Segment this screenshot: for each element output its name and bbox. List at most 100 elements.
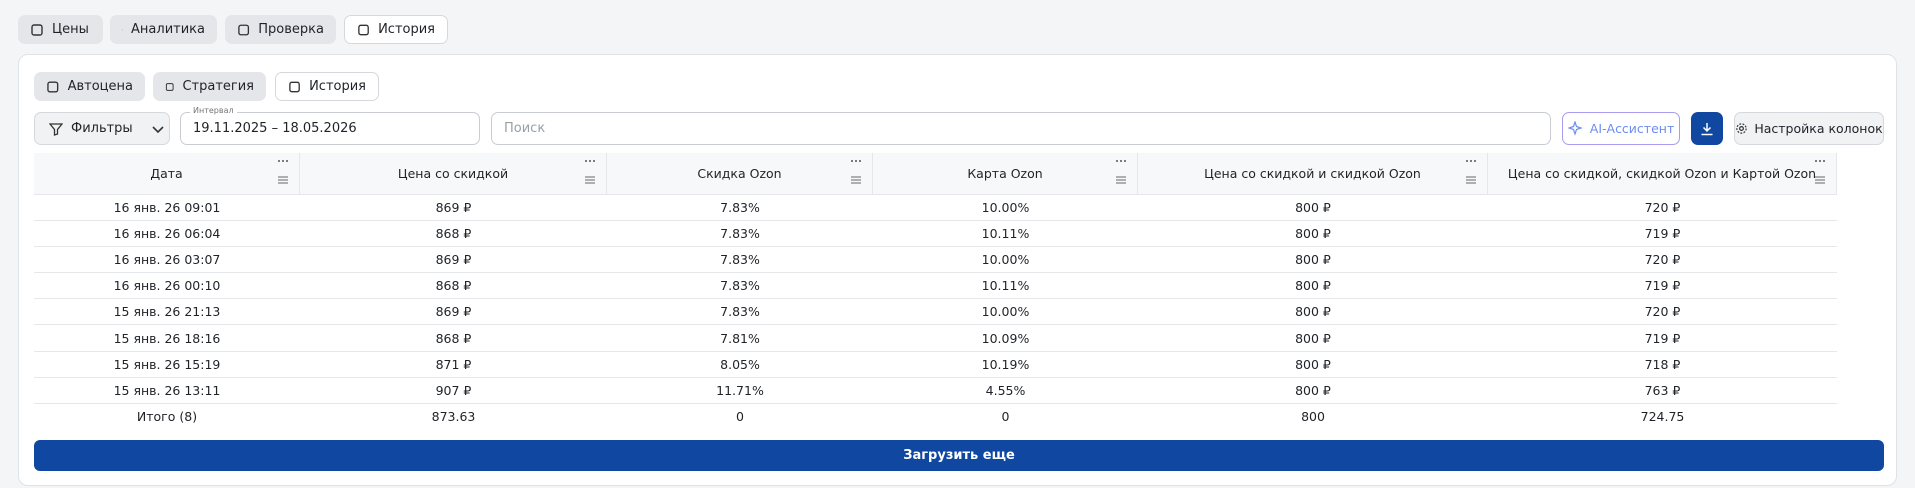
- table-cell: 720 ₽: [1488, 247, 1837, 274]
- column-header-label: Дата: [150, 166, 183, 181]
- filters-button[interactable]: Фильтры: [34, 112, 170, 145]
- tab-label: История: [309, 79, 366, 94]
- table-cell-label: 868 ₽: [435, 226, 472, 242]
- table-cell-label: 800 ₽: [1295, 304, 1331, 320]
- table-cell: 719 ₽: [1488, 326, 1837, 352]
- load-more-button[interactable]: Загрузить еще: [34, 440, 1884, 471]
- column-menu-icon[interactable]: [277, 157, 289, 185]
- columns-settings-label: Настройка колонок: [1754, 121, 1883, 136]
- table-cell: 15 янв. 26 21:13: [34, 299, 300, 326]
- column-header[interactable]: Дата: [34, 153, 300, 195]
- column-header[interactable]: Карта Ozon: [873, 153, 1138, 195]
- table-cell: 7.83%: [607, 195, 873, 222]
- table-cell: 10.09%: [873, 326, 1138, 352]
- table-cell: 719 ₽: [1488, 221, 1837, 248]
- table-cell: 7.83%: [607, 299, 873, 326]
- column-header[interactable]: Цена со скидкой, скидкой Ozon и Картой O…: [1488, 153, 1837, 195]
- tab[interactable]: Проверка: [225, 15, 336, 44]
- table-cell-label: 15 янв. 26 18:16: [113, 330, 221, 346]
- search-placeholder: Поиск: [504, 121, 546, 136]
- table-cell: 800 ₽: [1138, 247, 1488, 274]
- table-cell: 868 ₽: [300, 273, 607, 300]
- load-more-label: Загрузить еще: [903, 448, 1015, 463]
- table-cell: 868 ₽: [300, 326, 607, 352]
- table-cell-label: 10.19%: [981, 356, 1030, 372]
- tab[interactable]: История: [344, 15, 448, 44]
- column-menu-icon[interactable]: [1814, 157, 1826, 185]
- gear-icon: [1736, 123, 1748, 134]
- filters-label: Фильтры: [71, 121, 133, 136]
- column-header[interactable]: Скидка Ozon: [607, 153, 873, 195]
- table-cell-label: 8.05%: [720, 356, 760, 372]
- table-cell: 869 ₽: [300, 247, 607, 274]
- table-cell-label: 720 ₽: [1644, 200, 1681, 216]
- tab-label: Аналитика: [131, 22, 205, 37]
- table-cell-label: 7.83%: [720, 278, 760, 294]
- download-button[interactable]: [1691, 112, 1723, 145]
- table-cell: 800 ₽: [1138, 378, 1488, 404]
- table-cell: 10.11%: [873, 221, 1138, 248]
- table-cell: 7.83%: [607, 221, 873, 248]
- table-cell-label: 800 ₽: [1295, 252, 1331, 268]
- tab-icon: [238, 24, 250, 35]
- chevron-icon: [152, 125, 164, 133]
- tab-icon: [122, 29, 123, 30]
- column-menu-icon[interactable]: [1115, 157, 1127, 185]
- table-cell-label: 719 ₽: [1644, 226, 1681, 242]
- table-cell-label: 800 ₽: [1295, 226, 1331, 242]
- total-cell-label: 0: [1001, 409, 1010, 425]
- ai-button[interactable]: AI-Ассистент: [1562, 112, 1680, 145]
- table-cell: 10.11%: [873, 273, 1138, 300]
- tab[interactable]: Стратегия: [153, 72, 266, 101]
- table-cell: 800 ₽: [1138, 273, 1488, 300]
- table-cell: 720 ₽: [1488, 299, 1837, 326]
- total-cell-label: 0: [736, 409, 744, 425]
- search-input[interactable]: Поиск: [491, 112, 1551, 145]
- table-cell: 720 ₽: [1488, 195, 1837, 222]
- table-cell-label: 10.00%: [981, 304, 1030, 320]
- column-header-label: Карта Ozon: [967, 166, 1043, 181]
- table-cell: 763 ₽: [1488, 378, 1837, 404]
- tab[interactable]: История: [275, 72, 379, 101]
- table-cell: 10.00%: [873, 247, 1138, 274]
- table-cell-label: 869 ₽: [435, 200, 472, 216]
- table-cell: 7.83%: [607, 247, 873, 274]
- interval-label: Интервал: [190, 106, 237, 115]
- column-menu-icon[interactable]: [1465, 157, 1477, 185]
- tab-label: История: [378, 22, 435, 37]
- table-cell-label: 800 ₽: [1295, 330, 1331, 346]
- table-cell: 15 янв. 26 18:16: [34, 326, 300, 352]
- table-cell: 7.81%: [607, 326, 873, 352]
- table-cell: 7.83%: [607, 273, 873, 300]
- columns-settings-button[interactable]: Настройка колонок: [1734, 112, 1884, 145]
- table-cell: 871 ₽: [300, 352, 607, 378]
- table-cell: 800 ₽: [1138, 195, 1488, 222]
- column-header[interactable]: Цена со скидкой и скидкой Ozon: [1138, 153, 1488, 195]
- table-cell-label: 720 ₽: [1644, 252, 1681, 268]
- table-cell: 16 янв. 26 00:10: [34, 273, 300, 300]
- column-header[interactable]: Цена со скидкой: [300, 153, 607, 195]
- tab-icon: [358, 24, 369, 35]
- total-cell: 0: [607, 404, 873, 430]
- tab-icon: [289, 81, 300, 92]
- table-cell: 16 янв. 26 03:07: [34, 247, 300, 274]
- column-menu-icon[interactable]: [850, 157, 862, 185]
- tab[interactable]: Аналитика: [110, 15, 217, 44]
- table-cell-label: 10.09%: [981, 330, 1030, 346]
- table-cell: 800 ₽: [1138, 221, 1488, 248]
- table-cell: 868 ₽: [300, 221, 607, 248]
- table-cell-label: 868 ₽: [435, 278, 472, 294]
- table-cell-label: 16 янв. 26 06:04: [113, 226, 221, 242]
- table-cell: 11.71%: [607, 378, 873, 404]
- tab[interactable]: Автоцена: [34, 72, 145, 101]
- table-cell-label: 11.71%: [716, 382, 764, 398]
- interval-input[interactable]: 19.11.2025 – 18.05.2026: [180, 112, 480, 145]
- table-cell: 800 ₽: [1138, 326, 1488, 352]
- total-cell: 724.75: [1488, 404, 1837, 430]
- table-cell-label: 16 янв. 26 03:07: [113, 252, 221, 268]
- column-menu-icon[interactable]: [584, 157, 596, 185]
- table-cell-label: 7.83%: [720, 304, 760, 320]
- sparkle-icon: [1567, 120, 1583, 136]
- tab[interactable]: Цены: [18, 15, 103, 44]
